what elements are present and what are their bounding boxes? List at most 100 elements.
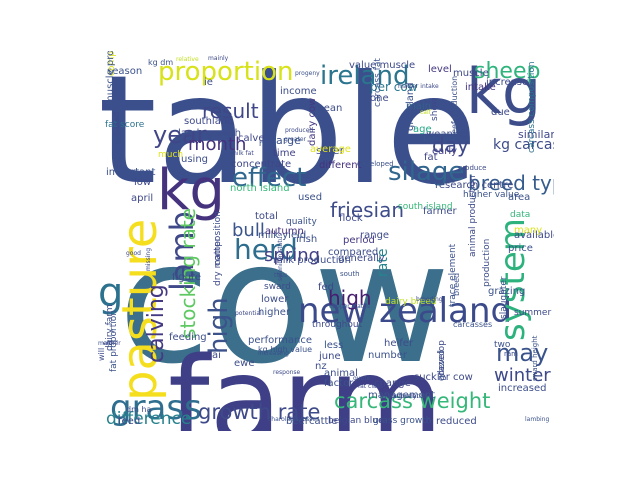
word-bull: bull — [232, 220, 265, 241]
word-period: period — [343, 235, 375, 246]
word-two: two — [494, 340, 511, 350]
word-thus: thus — [274, 272, 288, 279]
word-lower: lower — [261, 294, 289, 305]
word-due: due — [491, 107, 510, 118]
word-sward: sward — [264, 282, 291, 292]
word-performance: performance — [248, 335, 313, 346]
word-south-island: south island — [398, 202, 453, 212]
word-price: price — [508, 243, 533, 254]
word-dry-matter: dry matter — [213, 237, 223, 286]
word-weaning: weaning — [426, 129, 469, 140]
word-slaughter: slaughter — [499, 276, 509, 319]
word-calve: calve — [238, 133, 265, 144]
word-north-island: north island — [230, 183, 290, 194]
word-fat: fat — [424, 152, 438, 163]
word-management: management — [368, 390, 435, 401]
word-kg: kg — [157, 158, 225, 223]
word-used: used — [298, 192, 323, 203]
word-kg-high-value: kg high value — [258, 345, 313, 354]
word-calf: calf — [420, 109, 431, 116]
word-grazing: grazing — [488, 286, 526, 297]
word-developed: developed — [357, 160, 394, 168]
word-kg-carcass: kg carcass — [493, 137, 554, 153]
word-fed: fed — [318, 282, 335, 293]
word-year: year — [153, 121, 207, 149]
word-missing: missing — [145, 247, 152, 271]
word-good: good — [126, 250, 141, 257]
word-ie: ie — [204, 77, 213, 88]
word-using: using — [181, 154, 209, 165]
word-calving: calving — [144, 284, 169, 363]
word-southland: southland — [184, 116, 234, 127]
word-april: april — [131, 193, 154, 204]
word-beef: beef — [286, 416, 309, 427]
word-increasing: increasing — [258, 350, 289, 357]
word-feeding: feeding — [169, 332, 207, 343]
word-per-cow: per cow — [370, 80, 418, 94]
word-produced: produced — [285, 127, 314, 134]
word-respectively: respectively — [380, 393, 417, 400]
word-sheep: sheep — [474, 59, 541, 84]
word-farmer: farmer — [423, 206, 457, 217]
word-intake: intake — [465, 82, 496, 93]
word-muscle-proportion: muscle proportion — [105, 51, 116, 105]
word-feed: feed — [118, 416, 141, 427]
word-figure: figure — [172, 272, 202, 283]
word-kg-dm: kg dm — [148, 58, 174, 67]
word-lambing: lambing — [525, 416, 550, 423]
word-milk-fat: milk fat — [231, 150, 254, 157]
word-flock: flock — [339, 213, 363, 224]
word-effect: effect — [232, 163, 307, 193]
word-much: much — [158, 150, 184, 160]
word-herd: herd — [234, 233, 298, 266]
word-generally: generally — [338, 253, 385, 264]
word-higher-value: higher value — [463, 190, 520, 200]
word-milk-yield: milk yield — [258, 230, 307, 241]
word-ireland: ireland — [320, 61, 410, 91]
word-carcasses: carcasses — [453, 320, 493, 329]
word-beef-production: beef production — [450, 75, 459, 139]
word-data: data — [510, 210, 531, 220]
word-may: may — [496, 339, 549, 367]
word-less: less — [324, 340, 344, 351]
word-friesian: friesian — [330, 198, 405, 222]
word-research-centre: research centre — [435, 180, 514, 191]
word-sward-height: sward height — [531, 335, 539, 381]
word-increased: increased — [498, 383, 547, 394]
word-proportion: proportion — [158, 57, 294, 87]
word-autumn: autumn — [265, 226, 304, 237]
word-concentrate: concentrate — [231, 159, 292, 170]
word-early: early — [432, 146, 458, 157]
word-milk-production: milk production — [273, 255, 351, 266]
word-quality: quality — [286, 217, 317, 227]
word-selenium-status: selenium status — [277, 233, 284, 281]
word-factor: factor — [324, 378, 354, 389]
word-important: important — [106, 167, 156, 178]
word-one: one — [370, 93, 389, 104]
word-farm: farm — [168, 331, 444, 431]
word-grass: grass — [110, 388, 202, 428]
word-breed-type: breed type — [468, 171, 554, 195]
word-heifer: heifer — [384, 338, 414, 349]
word-table: table — [98, 51, 478, 218]
word-growth-rate: growth rate — [198, 400, 321, 424]
word-cloud: table cow farm new zealand carcass weight pas… — [98, 51, 554, 431]
word-mainly: mainly — [208, 55, 229, 62]
word-carcass-composition: carcass composition — [527, 61, 537, 153]
word-major: major — [98, 340, 116, 347]
word-many: many — [514, 225, 543, 236]
word-month: month — [188, 134, 247, 155]
word-winter: winter — [494, 365, 551, 386]
word-high: high — [328, 286, 372, 310]
word-grass-growth: grass growth — [373, 416, 432, 426]
word-number: number — [368, 350, 408, 361]
word-conformation: conformation — [388, 393, 428, 400]
word-nz: nz — [315, 361, 327, 372]
word-total: total — [255, 211, 278, 222]
word-cattle: cattle — [309, 416, 338, 427]
word-ram: ram — [504, 350, 518, 358]
word-age: age — [413, 124, 432, 135]
word-higher: higher — [258, 307, 291, 318]
word-difference: difference — [106, 409, 192, 429]
word-change: change — [374, 378, 411, 389]
